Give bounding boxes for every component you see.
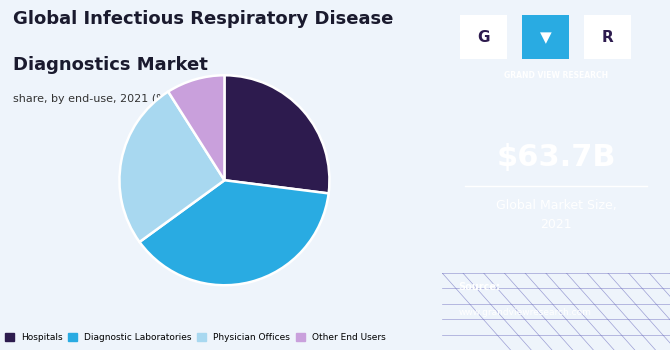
Wedge shape xyxy=(168,75,224,180)
Text: $63.7B: $63.7B xyxy=(496,143,616,172)
Wedge shape xyxy=(119,92,224,242)
Text: Global Infectious Respiratory Disease: Global Infectious Respiratory Disease xyxy=(13,10,394,28)
Wedge shape xyxy=(224,75,330,194)
FancyBboxPatch shape xyxy=(584,15,631,59)
Text: GRAND VIEW RESEARCH: GRAND VIEW RESEARCH xyxy=(504,71,608,80)
Text: share, by end-use, 2021 (%): share, by end-use, 2021 (%) xyxy=(13,94,172,105)
Text: Diagnostics Market: Diagnostics Market xyxy=(13,56,208,74)
Text: G: G xyxy=(477,30,490,45)
Wedge shape xyxy=(139,180,328,285)
Text: Global Market Size,
2021: Global Market Size, 2021 xyxy=(496,199,616,231)
FancyBboxPatch shape xyxy=(460,15,507,59)
FancyBboxPatch shape xyxy=(522,15,569,59)
Legend: Hospitals, Diagnostic Laboratories, Physician Offices, Other End Users: Hospitals, Diagnostic Laboratories, Phys… xyxy=(5,333,385,342)
Text: R: R xyxy=(602,30,614,45)
Text: www.grandviewresearch.com: www.grandviewresearch.com xyxy=(458,308,591,317)
Text: Source:: Source: xyxy=(458,282,500,292)
Text: ▼: ▼ xyxy=(539,30,551,45)
